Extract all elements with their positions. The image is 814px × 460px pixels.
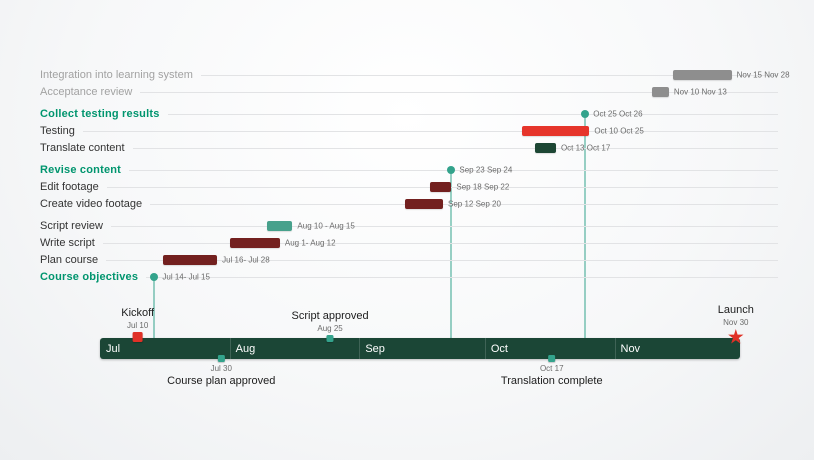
task-label: Script review	[40, 220, 103, 232]
date-range-label: Oct 13 Oct 17	[560, 143, 611, 153]
month-divider	[359, 338, 361, 359]
row-gridline	[150, 204, 778, 205]
milestone-flag-above: Kickoff Jul 10	[121, 307, 154, 342]
month-divider	[614, 338, 616, 359]
month-divider	[484, 338, 486, 359]
month-label: Sep	[365, 342, 385, 355]
month-divider	[229, 338, 231, 359]
task-label: Plan course	[40, 254, 99, 266]
date-range-label: Sep 23 Sep 24	[459, 165, 513, 175]
task-bar[interactable]	[267, 221, 293, 231]
milestone-square-marker[interactable]	[548, 355, 556, 362]
milestone-flag-above: Script approved Aug 25	[292, 310, 369, 342]
task-bar[interactable]	[229, 238, 280, 248]
row-gridline	[201, 75, 778, 76]
milestone-name: Kickoff	[121, 307, 155, 319]
milestone-flag-below: Jul 30 Course plan approved	[167, 355, 275, 387]
milestone-name: Launch	[717, 304, 754, 316]
task-bar[interactable]	[162, 255, 218, 265]
task-bar[interactable]	[652, 87, 669, 97]
section-label: Course objectives	[40, 271, 139, 283]
row-gridline	[133, 148, 778, 149]
task-label: Create video footage	[40, 198, 143, 210]
row-gridline	[111, 226, 778, 227]
date-range-label: Nov 15 Nov 28	[736, 70, 790, 80]
milestone-name: Course plan approved	[167, 375, 276, 387]
timeline-band: Jul Aug Sep Oct Nov	[100, 338, 740, 359]
milestone-date: Aug 25	[317, 324, 343, 333]
date-range-label: Sep 18 Sep 22	[456, 182, 510, 192]
row-gridline	[83, 131, 778, 132]
section-label: Collect testing results	[40, 108, 160, 120]
task-label: Translate content	[40, 142, 125, 154]
task-bar[interactable]	[405, 199, 443, 209]
task-bar[interactable]	[535, 143, 556, 153]
date-range-label: Oct 25 Oct 26	[593, 109, 643, 119]
milestone-dot[interactable]	[581, 110, 590, 118]
milestone-square-marker[interactable]	[132, 332, 143, 342]
task-bar[interactable]	[430, 182, 452, 192]
row-gridline	[106, 260, 778, 261]
row-gridline	[140, 92, 778, 93]
month-label: Oct	[490, 342, 508, 355]
date-range-label: Aug 10 - Aug 15	[297, 221, 355, 231]
task-bar[interactable]	[522, 126, 590, 136]
date-range-label: Jul 16- Jul 28	[222, 255, 270, 265]
date-range-label: Nov 10 Nov 13	[673, 87, 727, 97]
milestone-flag-above: Launch Nov 30	[718, 304, 754, 345]
row-gridline	[103, 243, 778, 244]
task-label: Acceptance review	[40, 86, 133, 98]
row-gridline	[146, 277, 778, 278]
milestone-date: Nov 30	[723, 318, 749, 327]
milestone-square-marker[interactable]	[326, 335, 334, 342]
task-bar[interactable]	[673, 70, 732, 80]
date-range-label: Sep 12 Sep 20	[448, 199, 501, 209]
milestone-name: Script approved	[291, 310, 369, 322]
milestone-flag-below: Oct 17 Translation complete	[501, 355, 603, 387]
milestone-connector-line	[153, 277, 155, 338]
milestone-date: Oct 17	[539, 364, 564, 373]
date-range-label: Oct 10 Oct 25	[594, 126, 644, 136]
milestone-dot[interactable]	[447, 166, 456, 174]
milestone-name: Translation complete	[500, 375, 603, 387]
task-label: Write script	[40, 237, 95, 249]
milestone-connector-line	[450, 170, 452, 338]
milestone-square-marker[interactable]	[217, 355, 225, 362]
month-label: Nov	[620, 342, 641, 355]
month-label: Jul	[106, 342, 121, 355]
date-range-label: Jul 14- Jul 15	[162, 272, 210, 282]
launch-star-marker[interactable]	[728, 329, 744, 344]
task-label: Integration into learning system	[40, 69, 193, 81]
task-label: Testing	[40, 125, 75, 137]
milestone-dot[interactable]	[150, 273, 159, 281]
month-label: Aug	[235, 342, 256, 355]
section-label: Revise content	[40, 164, 122, 176]
date-range-label: Aug 1- Aug 12	[284, 238, 336, 248]
milestone-date: Jul 30	[210, 364, 232, 373]
task-label: Edit footage	[40, 181, 99, 193]
row-gridline	[168, 114, 778, 115]
milestone-date: Jul 10	[126, 321, 149, 330]
